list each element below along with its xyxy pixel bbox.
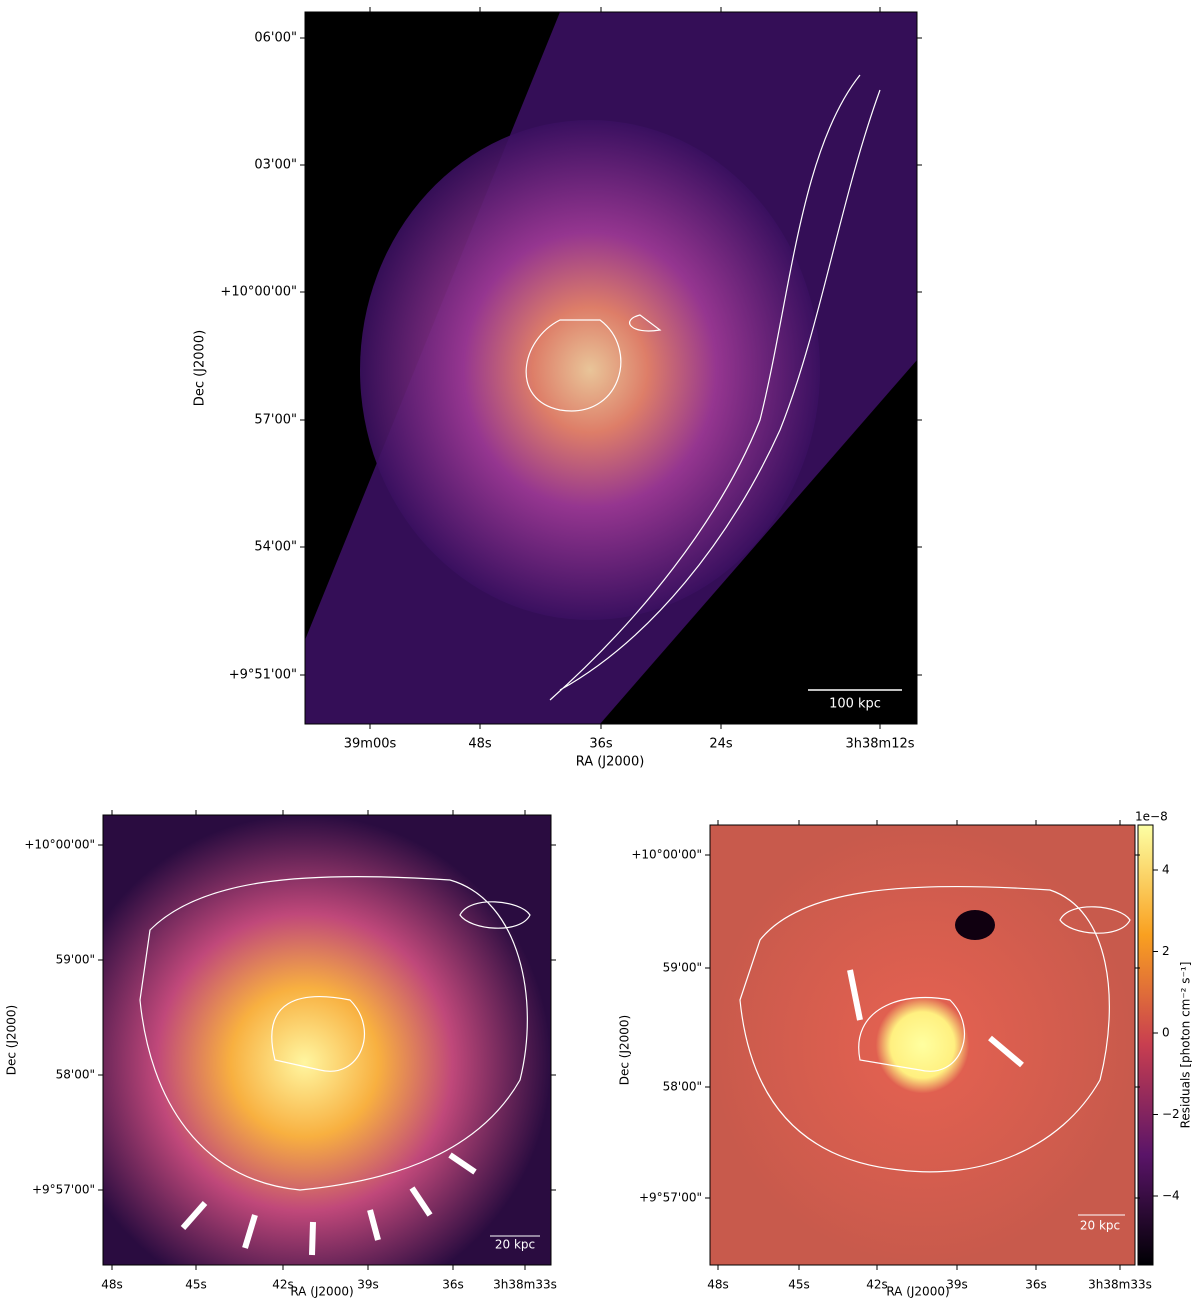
y-tick-label: 54'00"	[254, 540, 297, 555]
y-axis-label: Dec (J2000)	[193, 330, 208, 406]
y-tick-label: 58'00"	[663, 1080, 702, 1094]
arrows	[180, 1152, 477, 1256]
x-tick-label: 39s	[357, 1278, 379, 1292]
x-tick-label: 39m00s	[344, 737, 397, 752]
y-axis-label: Dec (J2000)	[5, 1005, 19, 1075]
y-tick-label: 03'00"	[254, 158, 297, 173]
x-tick-label: 3h38m33s	[1088, 1278, 1152, 1292]
y-tick-label: +10°00'00"	[220, 285, 297, 300]
x-tick-label: 36s	[1025, 1278, 1047, 1292]
colorbar-label: Residuals [photon cm⁻² s⁻¹]	[1179, 962, 1193, 1129]
y-axis-label: Dec (J2000)	[618, 1015, 632, 1085]
image	[710, 825, 1135, 1265]
x-tick-label: 39s	[946, 1278, 968, 1292]
colorbar	[1137, 824, 1154, 1266]
axes-frame	[709, 824, 1136, 1266]
cavity	[955, 910, 995, 940]
y-tick-label: +9°57'00"	[32, 1183, 95, 1197]
x-axis-label: RA (J2000)	[886, 1285, 949, 1299]
radio-contour	[739, 885, 1131, 1173]
y-tick-label: 57'00"	[254, 413, 297, 428]
x-tick-label: 48s	[101, 1278, 123, 1292]
colorbar-offset: 1e−8	[1135, 810, 1168, 824]
y-tick-label: 58'00"	[56, 1068, 95, 1082]
scale-bar-label: 20 kpc	[495, 1238, 535, 1252]
y-tick-label: 06'00"	[254, 31, 297, 46]
colorbar-tick-label: 2	[1162, 944, 1170, 958]
y-tick-label: +10°00'00"	[24, 838, 95, 852]
x-tick-label: 48s	[707, 1278, 729, 1292]
y-tick-label: +10°00'00"	[631, 848, 702, 862]
arrows	[847, 969, 1024, 1068]
x-tick-label: 48s	[468, 737, 492, 752]
x-axis-label: RA (J2000)	[290, 1285, 353, 1299]
x-tick-label: 3h38m12s	[845, 737, 914, 752]
y-tick-label: +9°57'00"	[639, 1191, 702, 1205]
x-tick-label: 42s	[272, 1278, 294, 1292]
x-tick-label: 3h38m33s	[493, 1278, 557, 1292]
x-tick-label: 45s	[788, 1278, 810, 1292]
y-tick-label: 59'00"	[663, 961, 702, 975]
colorbar-tick-label: −4	[1162, 1189, 1180, 1203]
axes-frame	[304, 11, 918, 725]
radio-contour	[139, 875, 531, 1191]
colorbar-tick-label: 4	[1162, 863, 1170, 877]
scale-bar-label: 100 kpc	[829, 697, 881, 712]
axes-frame	[102, 814, 552, 1266]
colorbar-tick-label: 0	[1162, 1026, 1170, 1040]
radio-contour	[525, 74, 881, 701]
image-core	[360, 120, 820, 620]
image	[103, 815, 551, 1265]
scale-bar-label: 20 kpc	[1080, 1219, 1120, 1233]
x-tick-label: 36s	[589, 737, 613, 752]
x-tick-label: 45s	[185, 1278, 207, 1292]
x-tick-label: 36s	[442, 1278, 464, 1292]
x-tick-label: 42s	[866, 1278, 888, 1292]
y-tick-label: +9°51'00"	[229, 668, 297, 683]
y-tick-label: 59'00"	[56, 953, 95, 967]
x-tick-label: 24s	[709, 737, 733, 752]
colorbar-tick-label: −2	[1162, 1107, 1180, 1121]
x-axis-label: RA (J2000)	[576, 755, 645, 770]
